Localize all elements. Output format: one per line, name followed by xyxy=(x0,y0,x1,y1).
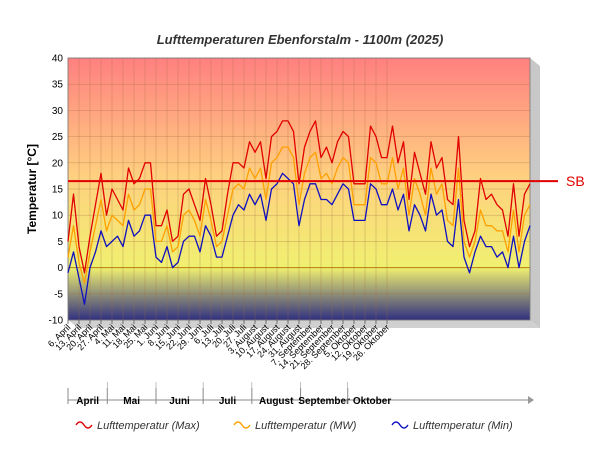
y-tick-label: 10 xyxy=(52,211,64,222)
y-tick-label: -5 xyxy=(54,289,63,300)
month-label: August xyxy=(259,396,294,407)
legend-swatch xyxy=(391,421,409,429)
month-label: Juni xyxy=(169,396,190,407)
y-tick-label: 35 xyxy=(52,80,64,91)
y-axis-label: Temperatur [°C] xyxy=(25,144,39,234)
series-line-min xyxy=(67,172,531,305)
legend-swatch xyxy=(75,421,93,429)
month-axis: April Mai Juni Juli August September Oktober xyxy=(67,382,534,407)
y-tick-label: 30 xyxy=(52,106,64,117)
plot-depth-right xyxy=(530,58,540,328)
month-label: September xyxy=(298,396,350,407)
legend-swatch xyxy=(233,421,251,429)
y-tick-label: 15 xyxy=(52,185,64,196)
month-label: Mai xyxy=(123,396,140,407)
chart-title: Lufttemperaturen Ebenforstalm - 1100m (2… xyxy=(157,32,444,47)
y-tick-label: 25 xyxy=(52,132,64,143)
y-tick-label: 0 xyxy=(57,263,63,274)
y-axis: -10 -5 0 5 10 15 20 25 30 35 40 xyxy=(49,54,64,327)
series-group xyxy=(67,120,531,305)
legend-label: Lufttemperatur (Max) xyxy=(97,420,200,432)
month-axis-arrow xyxy=(528,396,534,404)
legend-label: Lufttemperatur (Min) xyxy=(413,420,513,432)
series-line-max xyxy=(67,120,531,274)
y-tick-label: 5 xyxy=(57,237,63,248)
plot-depth-bottom xyxy=(68,320,540,328)
series-line-mean xyxy=(67,146,531,284)
month-label: April xyxy=(76,396,99,407)
legend: Lufttemperatur (Max) Lufttemperatur (MW) L… xyxy=(75,420,513,432)
month-label: Oktober xyxy=(353,396,391,407)
reference-line-group: SB xyxy=(68,173,585,189)
y-tick-label: 40 xyxy=(52,54,64,65)
y-tick-label: -10 xyxy=(49,316,64,327)
reference-line-label: SB xyxy=(566,173,585,189)
legend-label: Lufttemperatur (MW) xyxy=(255,420,357,432)
y-tick-label: 20 xyxy=(52,158,64,169)
month-label: Juli xyxy=(219,396,236,407)
